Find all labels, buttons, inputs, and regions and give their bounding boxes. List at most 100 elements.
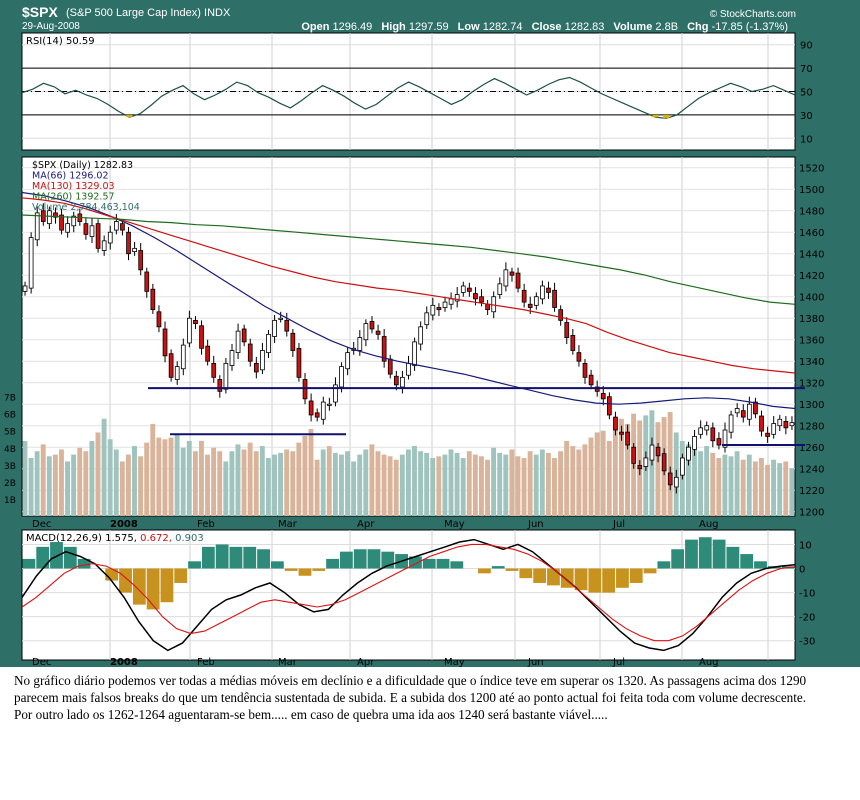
candle-down: [521, 289, 527, 303]
price-x-tick: Aug: [699, 519, 719, 530]
candle-up: [229, 350, 235, 366]
candle-up: [28, 237, 34, 289]
volume-bar: [430, 458, 436, 516]
volume-bar: [77, 447, 83, 516]
candle-down: [716, 438, 722, 446]
price-y-tick: 1400: [799, 293, 824, 304]
candle-down: [600, 393, 606, 400]
high-value: 1297.59: [408, 21, 449, 33]
macd-x-tick: Dec: [32, 657, 51, 667]
volume-bar: [515, 456, 521, 516]
volume-bar: [503, 454, 509, 516]
price-y-tick: 1240: [799, 465, 824, 476]
candle-up: [406, 362, 411, 376]
candle-down: [290, 332, 296, 351]
candle-up: [533, 296, 539, 306]
candle-down: [613, 416, 618, 431]
volume-bar: [485, 459, 490, 516]
candle-up: [400, 376, 405, 388]
volume-bar: [777, 463, 783, 516]
candle-down: [375, 330, 381, 335]
price-x-tick: Mar: [278, 519, 298, 530]
volume-bar: [156, 437, 162, 516]
volume-bar: [363, 449, 369, 516]
macd-histogram-bar: [450, 561, 464, 569]
candle-up: [260, 350, 265, 371]
volume-bar: [241, 449, 247, 516]
macd-x-tick: Mar: [278, 657, 298, 667]
candle-down: [515, 272, 521, 289]
volume-bar: [655, 422, 661, 516]
volume-bar: [588, 437, 594, 516]
candle-up: [454, 294, 460, 302]
volume-bar: [692, 449, 697, 516]
symbol-name: (S&P 500 Large Cap Index) INDX: [66, 7, 230, 19]
volume-bar: [205, 454, 210, 516]
volume-bar: [558, 451, 564, 516]
macd-histogram-bar: [574, 568, 588, 591]
volume-bar: [199, 440, 204, 516]
volume-bar: [308, 429, 314, 516]
volume-bar: [326, 446, 332, 516]
candle-down: [546, 287, 551, 293]
candle-up: [339, 366, 344, 388]
price-y-tick: 1220: [799, 486, 824, 497]
price-x-tick: Apr: [357, 519, 375, 530]
chart-date: 29-Aug-2008: [22, 21, 80, 32]
candle-up: [278, 317, 284, 320]
candle-down: [594, 386, 600, 392]
volume-bar: [381, 454, 387, 516]
volume-bar: [132, 446, 137, 516]
close-label: Close: [531, 21, 562, 33]
volume-bar: [509, 449, 515, 516]
volume-bar: [618, 418, 624, 516]
macd-histogram-bar: [298, 568, 312, 576]
volume-bar: [442, 454, 448, 516]
candle-up: [187, 317, 192, 344]
macd-histogram-bar: [643, 568, 657, 574]
macd-histogram-bar: [353, 549, 367, 569]
macd-histogram-bar: [478, 568, 491, 574]
rsi-oversold-fill: [652, 114, 659, 118]
volume-bar: [113, 449, 119, 516]
price-y-tick: 1340: [799, 357, 824, 368]
volume-y-tick: 3B: [4, 462, 16, 472]
macd-histogram-bar: [174, 568, 188, 583]
candle-down: [120, 223, 125, 231]
candle-up: [363, 323, 369, 341]
candle-up: [345, 352, 350, 370]
candle-up: [649, 444, 655, 461]
macd-histogram-bar: [257, 549, 270, 569]
macd-legend-part: 1.575,: [105, 533, 140, 544]
volume-bar: [758, 458, 764, 516]
volume-bar: [460, 458, 466, 516]
volume-bar: [192, 451, 198, 516]
candle-down: [369, 321, 375, 330]
volume-bar: [533, 454, 539, 516]
analysis-text: No gráfico diário podemos ver todas a mé…: [14, 672, 834, 723]
exchange-label: INDX: [204, 7, 231, 19]
volume-bar: [600, 430, 606, 516]
volume-value: 2.8B: [655, 21, 679, 33]
macd-histogram-bar: [215, 544, 229, 569]
volume-bar: [217, 451, 223, 516]
volume-bar: [223, 461, 229, 516]
ohlc-readout: Open 1296.49 High 1297.59 Low 1282.74 Cl…: [295, 21, 788, 33]
macd-line: [21, 538, 796, 652]
volume-bar: [138, 456, 144, 516]
volume-bar: [594, 432, 600, 516]
macd-histogram-bar: [63, 546, 77, 569]
macd-histogram-bar: [698, 537, 712, 569]
candle-up: [540, 285, 545, 300]
macd-histogram-bar: [491, 566, 505, 569]
volume-bar: [211, 447, 217, 516]
chart-canvas: 10 30 50 70 90 RSI(14) 50.59 1200 1220 1240 1260 1…: [4, 32, 824, 667]
candle-down: [637, 465, 643, 470]
candle-down: [156, 311, 162, 328]
candle-down: [655, 446, 661, 457]
macd-x-tick: May: [444, 657, 465, 667]
candle-down: [631, 446, 637, 464]
candle-up: [320, 401, 326, 420]
volume-bar: [612, 427, 618, 516]
candle-up: [180, 344, 186, 370]
